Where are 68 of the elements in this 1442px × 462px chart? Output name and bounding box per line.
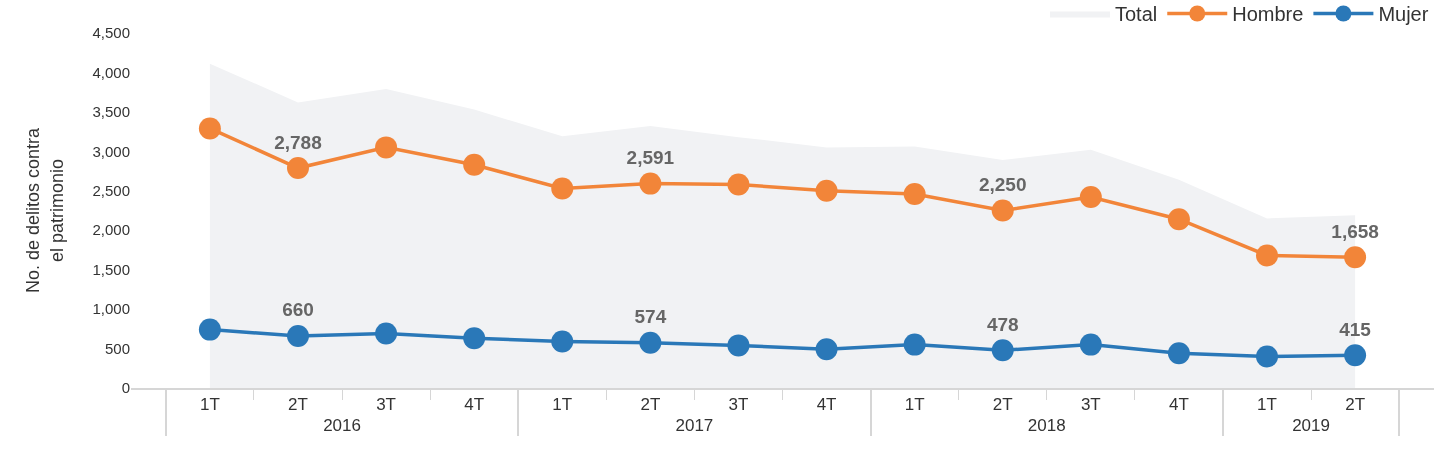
point: [1344, 246, 1367, 269]
point: [1079, 186, 1102, 209]
data-label: 478: [986, 313, 1019, 335]
x-tick-label: 1T: [1257, 395, 1277, 415]
point: [551, 330, 574, 353]
point: [1167, 208, 1190, 231]
y-tick-label: 500: [104, 339, 130, 357]
x-tick-label: 3T: [728, 395, 749, 415]
data-label: 2,250: [978, 174, 1027, 195]
x-tick-label: 3T: [1080, 395, 1101, 415]
legend-label: Total: [1115, 3, 1158, 26]
data-label: 1,658: [1331, 220, 1379, 242]
x-tick-label: 2T: [640, 395, 661, 415]
x-tick-label: 1T: [904, 395, 925, 415]
point: [1256, 345, 1279, 368]
point: [287, 157, 309, 180]
data-label: 660: [282, 299, 314, 321]
text: 2017: [675, 416, 714, 436]
point: [991, 339, 1014, 362]
y-tick-label: 4,000: [92, 63, 130, 81]
text: 2018: [1027, 416, 1066, 436]
point: [1256, 244, 1279, 267]
point: [727, 173, 750, 196]
point: [375, 322, 398, 345]
x-tick-label: 1T: [552, 395, 573, 415]
point: [463, 153, 486, 176]
y-tick-label: 0: [121, 379, 130, 397]
point: [639, 331, 662, 354]
data-label: 2,591: [626, 147, 675, 169]
x-tick-label: 4T: [464, 395, 485, 415]
legend-label: Hombre: [1232, 3, 1304, 26]
y-tick-label: 3,500: [92, 103, 130, 121]
x-tick-label: 1T: [199, 395, 220, 415]
y-axis-title: No. de delitos contra el patrimonio: [23, 126, 67, 294]
data-label: 2,788: [274, 131, 322, 153]
x-tick-label: 2T: [288, 395, 308, 415]
y-tick-label: 2,500: [92, 182, 130, 200]
point: [287, 324, 309, 347]
point: [198, 318, 221, 341]
x-tick-label: 4T: [816, 395, 837, 415]
point: [903, 333, 926, 356]
point: [551, 177, 574, 200]
x-tick-label: 3T: [376, 395, 396, 415]
point: [815, 338, 838, 361]
point: [1344, 344, 1367, 367]
y-tick-label: 3,000: [92, 142, 130, 160]
x-tick-label: 4T: [1169, 395, 1189, 415]
point: [1079, 333, 1102, 356]
data-label: 415: [1339, 318, 1372, 340]
point: [727, 334, 750, 357]
point: [639, 172, 662, 195]
point: [903, 182, 926, 205]
point: [375, 136, 398, 159]
y-tick-label: 1,000: [92, 300, 130, 318]
x-tick-label: 2T: [992, 395, 1013, 415]
legend-label: Mujer: [1378, 3, 1429, 26]
data-label: 574: [634, 306, 667, 328]
text: 2019: [1292, 416, 1330, 436]
point: [991, 199, 1014, 222]
y-tick-label: 2,000: [92, 221, 130, 239]
point: [1167, 342, 1190, 365]
text: 2016: [323, 416, 361, 436]
y-tick-label: 4,500: [92, 24, 130, 42]
point: [198, 117, 221, 140]
point: [815, 179, 838, 202]
point: [463, 327, 486, 350]
y-tick-label: 1,500: [92, 260, 130, 278]
x-tick-label: 2T: [1345, 395, 1366, 415]
